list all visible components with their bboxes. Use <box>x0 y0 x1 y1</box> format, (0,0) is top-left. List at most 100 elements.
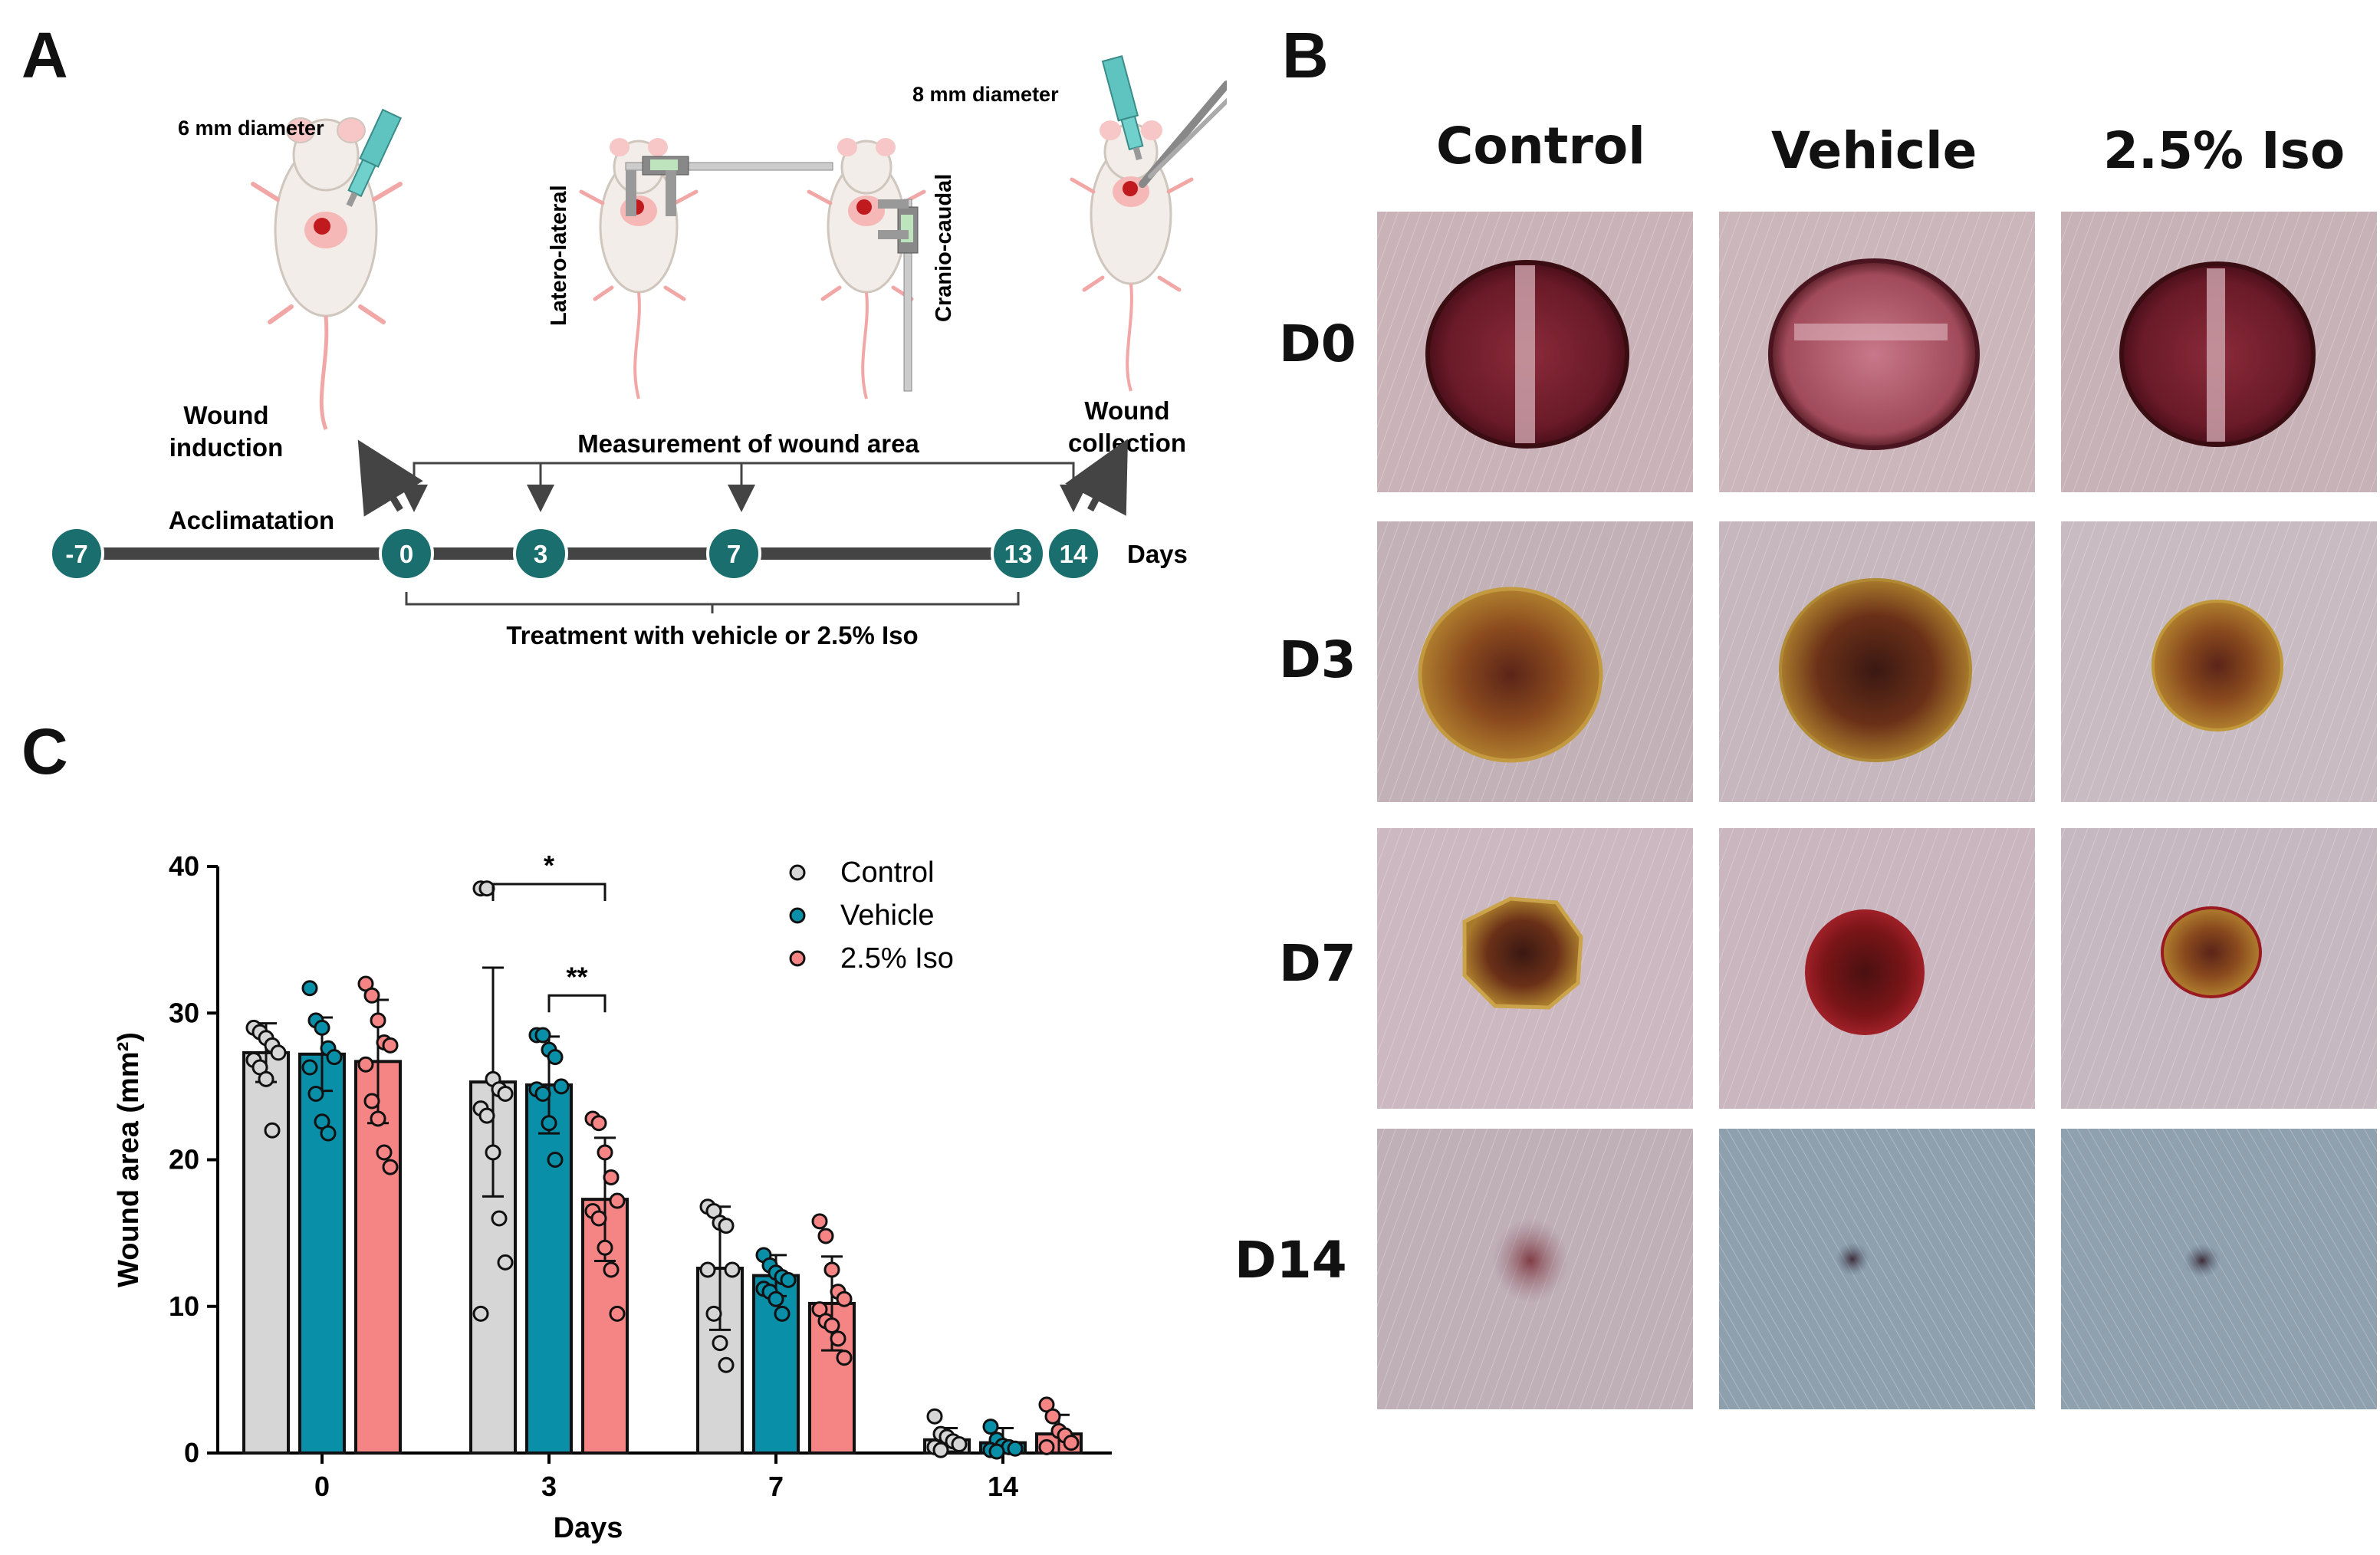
data-point <box>301 980 318 997</box>
y-tick-label: 20 <box>169 1144 199 1175</box>
svg-text:3: 3 <box>534 540 547 568</box>
data-point <box>836 1350 853 1366</box>
data-point <box>597 1239 613 1256</box>
data-point <box>382 1037 399 1054</box>
data-point <box>1044 1408 1061 1425</box>
acclimatation-label: Acclimatation <box>169 506 334 534</box>
data-point <box>270 1044 287 1061</box>
data-point <box>603 1261 620 1278</box>
photo-vehicle-d0 <box>1719 212 2035 492</box>
data-point <box>370 1012 386 1029</box>
significance-bracket <box>491 883 607 901</box>
data-point <box>836 1290 853 1307</box>
timeline-node-14: 14 <box>1046 526 1101 581</box>
data-point <box>320 1125 337 1142</box>
data-point <box>382 1159 399 1175</box>
legend-marker <box>789 907 806 924</box>
data-point <box>547 1152 564 1168</box>
bar <box>242 1050 290 1455</box>
timeline-node-13: 13 <box>991 526 1046 581</box>
legend-label: Vehicle <box>840 899 935 932</box>
y-tick-label: 30 <box>169 997 199 1028</box>
svg-text:7: 7 <box>727 540 741 568</box>
data-point <box>609 1192 626 1209</box>
data-point <box>811 1213 828 1230</box>
photo-row-label-d3: D3 <box>1279 630 1356 689</box>
data-point <box>307 1085 324 1102</box>
data-point <box>1063 1435 1080 1451</box>
timeline-node-7: 7 <box>706 526 761 581</box>
data-point <box>553 1078 570 1095</box>
photo-vehicle-d14 <box>1719 1129 2035 1409</box>
panel-label-b: B <box>1282 19 1329 91</box>
data-point <box>376 1144 393 1161</box>
data-point <box>718 1218 735 1234</box>
data-point <box>705 1305 722 1322</box>
data-point <box>478 880 495 897</box>
legend-label: 2.5% Iso <box>840 942 954 975</box>
timeline-node-minus7: -7 <box>49 526 104 581</box>
data-point <box>497 1085 514 1102</box>
photo-control-d3 <box>1377 521 1693 802</box>
days-axis-label: Days <box>1127 540 1188 568</box>
photo-column-header-vehicle: Vehicle <box>1771 121 1977 180</box>
panel-label-c: C <box>21 715 68 787</box>
data-point <box>823 1261 840 1278</box>
data-point <box>609 1305 626 1322</box>
data-point <box>590 1210 607 1227</box>
bar <box>525 1083 573 1455</box>
data-point <box>830 1330 846 1347</box>
legend-label: Control <box>840 856 935 889</box>
mouse-illustration-latero <box>579 138 833 399</box>
data-point <box>1007 1440 1024 1457</box>
photo-row-label-d14: D14 <box>1234 1231 1347 1290</box>
photo-control-d14 <box>1377 1129 1693 1409</box>
data-point <box>988 1443 1005 1460</box>
data-point <box>951 1436 968 1453</box>
wound-photo-grid <box>1377 212 2377 1409</box>
wound-collection-label-line2: collection <box>1068 429 1186 457</box>
data-point <box>541 1115 557 1132</box>
mouse-illustration-cranio <box>807 138 926 399</box>
photo-iso-d0 <box>2061 212 2377 492</box>
data-point <box>603 1169 620 1185</box>
data-point <box>823 1317 840 1334</box>
data-point <box>932 1442 949 1458</box>
data-point <box>264 1122 281 1139</box>
photo-vehicle-d3 <box>1719 521 2035 802</box>
data-point <box>1038 1438 1055 1455</box>
significance-label: ** <box>566 961 587 992</box>
data-point <box>590 1115 607 1132</box>
x-tick-label: 7 <box>768 1471 784 1502</box>
svg-text:14: 14 <box>1060 540 1088 568</box>
data-point <box>597 1144 613 1161</box>
data-point <box>497 1254 514 1271</box>
svg-text:-7: -7 <box>65 540 87 568</box>
svg-text:13: 13 <box>1004 540 1033 568</box>
wound-induction-label-line1: Wound <box>183 401 268 429</box>
photo-control-d7 <box>1377 828 1693 1109</box>
x-axis-title: Days <box>554 1512 623 1544</box>
data-point <box>326 1049 343 1066</box>
data-point <box>363 1093 380 1110</box>
data-point <box>314 1019 330 1036</box>
legend-marker <box>789 864 806 881</box>
data-point <box>472 1305 489 1322</box>
data-point <box>357 1056 374 1073</box>
significance-label: * <box>544 850 554 881</box>
timeline-schematic: 6 mm diameter Latero-lateral Cranio-caud… <box>49 55 1227 649</box>
mouse-illustration-collection <box>1070 55 1227 392</box>
diameter-6mm-label: 6 mm diameter <box>178 117 324 140</box>
data-point <box>817 1228 834 1244</box>
latero-lateral-label: Latero-lateral <box>547 185 571 326</box>
cranio-caudal-label: Cranio-caudal <box>932 174 956 322</box>
data-point <box>982 1419 999 1435</box>
data-point <box>768 1290 784 1307</box>
y-axis-title: Wound area (mm²) <box>113 1032 145 1287</box>
photo-iso-d3 <box>2061 521 2377 802</box>
mouse-illustration-induction <box>251 108 403 430</box>
photo-column-header-control: Control <box>1436 117 1645 176</box>
photo-iso-d14 <box>2061 1129 2377 1409</box>
data-point <box>774 1305 791 1322</box>
